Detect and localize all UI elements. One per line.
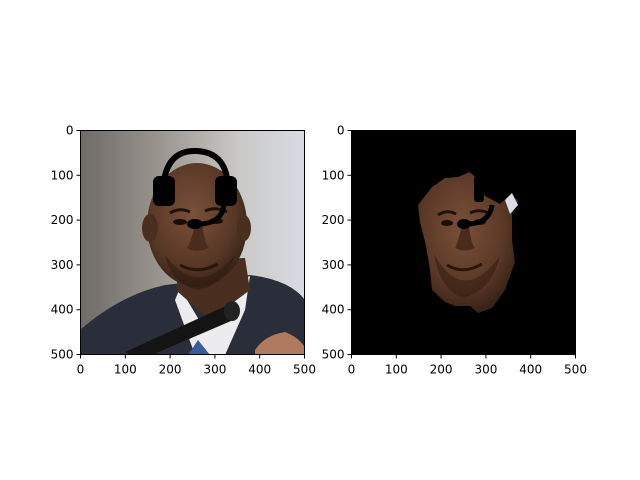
right-x-tick-label: 0 xyxy=(348,363,356,377)
nose xyxy=(187,225,209,251)
mask-nose xyxy=(455,226,475,251)
left-x-tick-label: 100 xyxy=(114,363,137,377)
left-ear xyxy=(142,214,158,242)
left-photo xyxy=(80,130,305,355)
tie xyxy=(188,340,210,355)
left-y-tick-label: 0 xyxy=(66,124,74,138)
left-x-tick-label: 0 xyxy=(77,363,85,377)
left-y-tick-label: 500 xyxy=(51,348,74,362)
left-eye xyxy=(173,219,187,225)
headset-boom xyxy=(201,204,227,227)
headset-mic-tip xyxy=(187,219,203,229)
headset-band xyxy=(160,147,231,191)
right-x-tick-label: 300 xyxy=(474,363,497,377)
microphone-head xyxy=(224,301,240,321)
left-x-tick-label: 500 xyxy=(293,363,316,377)
left-axes-frame xyxy=(80,130,305,355)
headset-overlay xyxy=(153,147,237,229)
left-x-tick-label: 200 xyxy=(159,363,182,377)
right-x-tick-label: 400 xyxy=(519,363,542,377)
left-y-tick-label: 300 xyxy=(51,258,74,272)
left-x-tick-label: 300 xyxy=(203,363,226,377)
microphone xyxy=(125,305,238,355)
right-y-tick-label: 400 xyxy=(322,303,345,317)
left-y-tick-label: 400 xyxy=(51,303,74,317)
mask-headset-mic-tip xyxy=(457,219,471,229)
right-x-tick-label: 500 xyxy=(564,363,587,377)
left-y-tick-label: 200 xyxy=(51,213,74,227)
left-x-tick-label: 400 xyxy=(248,363,271,377)
mask-mouth xyxy=(446,262,483,272)
left-brow xyxy=(169,208,191,215)
mask-headset-cup xyxy=(474,176,484,202)
left-y-tick-label: 100 xyxy=(51,168,74,182)
right-mask-image xyxy=(351,130,576,355)
right-axes-frame xyxy=(351,130,576,355)
beard xyxy=(165,255,235,290)
mask-left-brow xyxy=(437,210,457,217)
hand xyxy=(255,332,305,355)
right-y-tick-label: 0 xyxy=(337,124,345,138)
right-y-tick-label: 200 xyxy=(322,213,345,227)
mask-headset-boom xyxy=(469,204,495,227)
headset-right-cup xyxy=(215,176,237,206)
segment-wall-fragment xyxy=(505,193,518,214)
right-x-tick-label: 100 xyxy=(385,363,408,377)
right-ear xyxy=(237,215,251,241)
mouth xyxy=(179,262,219,272)
right-y-tick-label: 100 xyxy=(322,168,345,182)
mask-left-eye xyxy=(441,220,453,226)
right-y-tick-label: 500 xyxy=(322,348,345,362)
mask-headset-overlay xyxy=(457,176,495,229)
mask-beard xyxy=(434,254,500,298)
headset-left-cup xyxy=(153,176,175,206)
right-y-tick-label: 300 xyxy=(322,258,345,272)
right-x-tick-label: 200 xyxy=(430,363,453,377)
